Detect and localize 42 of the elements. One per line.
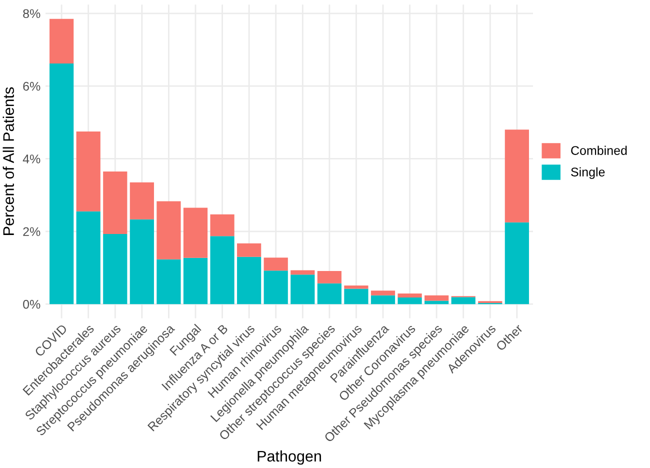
bar xyxy=(156,259,181,304)
bar xyxy=(156,201,181,260)
bar xyxy=(504,130,529,222)
y-tick-label: 4% xyxy=(22,154,40,164)
bar xyxy=(344,286,368,289)
y-axis-title: Percent of All Patients xyxy=(2,87,14,235)
bar xyxy=(103,234,128,304)
y-tick-label: 8% xyxy=(23,9,40,18)
y-tick-label: 6% xyxy=(23,82,40,91)
bar xyxy=(290,270,315,275)
bar xyxy=(370,295,396,304)
bar xyxy=(290,274,315,304)
bar xyxy=(398,294,422,298)
y-tick-label: 0% xyxy=(23,300,40,309)
bar xyxy=(237,256,262,304)
bar xyxy=(50,18,74,64)
bar xyxy=(424,295,449,301)
bar xyxy=(344,288,368,304)
bar xyxy=(424,300,449,304)
y-tick-label: 2% xyxy=(23,227,40,236)
bar xyxy=(76,131,100,212)
legend-label: Single xyxy=(571,167,605,179)
bar xyxy=(103,171,128,234)
bar xyxy=(264,270,288,304)
bar xyxy=(317,271,342,284)
bar xyxy=(76,211,100,304)
bar xyxy=(398,298,422,304)
bar xyxy=(237,243,262,257)
legend-label: Combined xyxy=(571,146,627,155)
bar xyxy=(317,283,342,304)
bar xyxy=(451,297,476,304)
x-axis-title: Pathogen xyxy=(258,450,321,465)
bar xyxy=(130,182,154,220)
bar xyxy=(183,208,208,258)
bar xyxy=(370,290,396,296)
bar xyxy=(264,258,288,271)
bar xyxy=(210,214,234,236)
bar xyxy=(210,236,234,304)
bar xyxy=(130,219,154,304)
bar xyxy=(183,258,208,304)
bar xyxy=(50,64,74,304)
bar xyxy=(504,222,529,304)
